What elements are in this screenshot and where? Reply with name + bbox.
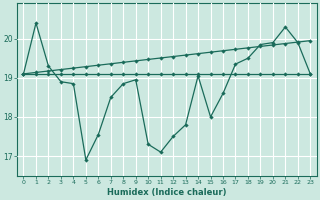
X-axis label: Humidex (Indice chaleur): Humidex (Indice chaleur) bbox=[107, 188, 227, 197]
